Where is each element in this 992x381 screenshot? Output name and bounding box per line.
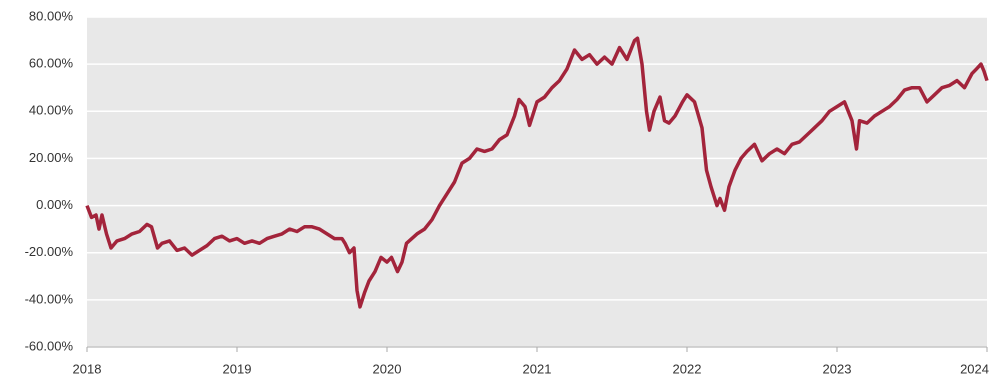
plot-area [87, 17, 987, 347]
x-tick-label: 2018 [73, 361, 102, 376]
x-tick-label: 2021 [523, 361, 552, 376]
x-tick-label: 2020 [373, 361, 402, 376]
x-tick-label: 2024 [960, 361, 989, 376]
y-tick-label: 0.00% [36, 197, 73, 212]
y-tick-label: 80.00% [29, 8, 74, 23]
y-tick-label: -20.00% [25, 244, 74, 259]
y-tick-label: 40.00% [29, 103, 74, 118]
y-tick-label: 20.00% [29, 150, 74, 165]
x-tick-label: 2019 [223, 361, 252, 376]
y-tick-label: -40.00% [25, 291, 74, 306]
line-series [85, 36, 989, 309]
y-tick-label: 60.00% [29, 56, 74, 71]
x-tick-label: 2022 [673, 361, 702, 376]
x-tick-label: 2023 [823, 361, 852, 376]
y-tick-label: -60.00% [25, 338, 74, 353]
